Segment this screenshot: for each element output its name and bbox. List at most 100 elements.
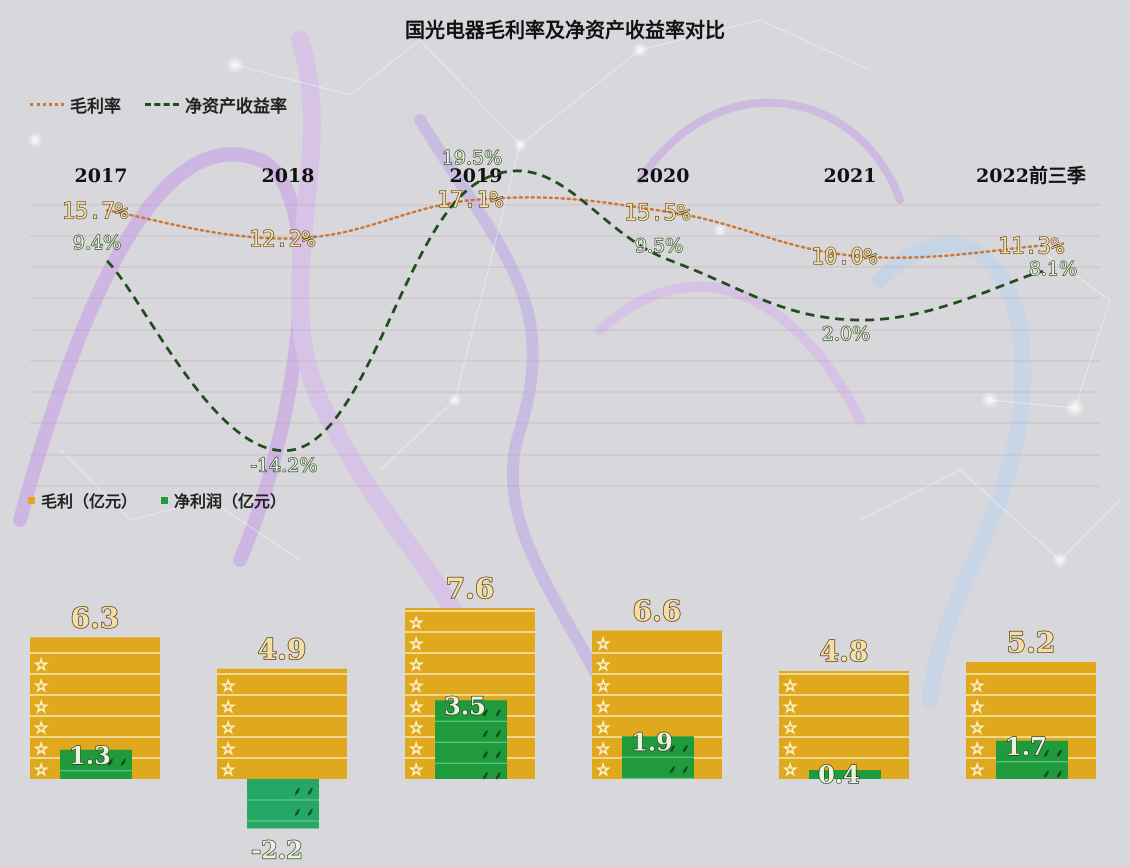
star-icon: ☆	[596, 634, 610, 653]
data-label-gross-margin: 10.0%	[811, 245, 877, 270]
bar-net-profit: ⸙ ⸙	[60, 749, 132, 779]
bar-chart: ☆☆☆☆☆☆6.3☆☆☆☆☆4.9☆☆☆☆☆☆☆☆7.6☆☆☆☆☆☆☆6.6☆☆…	[30, 571, 1096, 865]
star-icon: ☆	[34, 760, 48, 779]
data-label-net-profit: 3.5	[444, 691, 486, 720]
bar-gross-profit: ☆ ☆ ☆ ☆ ☆	[966, 662, 1096, 780]
bar-legend: 毛利（亿元） 净利润（亿元）	[28, 488, 286, 512]
data-label-net-profit: 1.9	[631, 727, 673, 756]
star-icon: ☆	[596, 697, 610, 716]
data-label-gross-profit: 4.9	[258, 633, 307, 666]
leaf-icon: ⸙ ⸙	[481, 768, 503, 782]
line-chart: 2017 2018 2019 2020 2021 2022前三季 15.7% 12.2% 17.…	[30, 146, 1100, 487]
star-icon: ☆	[783, 718, 797, 737]
star-icon: ☆	[596, 739, 610, 758]
leaf-icon: ⸙ ⸙	[668, 741, 690, 755]
bar-net-profit: ⸙ ⸙ ⸙ ⸙	[996, 740, 1068, 781]
data-label-net-profit: -2.2	[251, 836, 303, 865]
star-icon: ☆	[34, 676, 48, 695]
leaf-icon: ⸙ ⸙	[481, 705, 503, 719]
star-icon: ☆	[409, 760, 423, 779]
star-icon: ☆	[34, 655, 48, 674]
data-label-gross-margin: 11.3%	[998, 235, 1064, 260]
leaf-icon: ⸙ ⸙	[481, 747, 503, 761]
dotted-line-swatch	[30, 103, 64, 106]
bar-gross-profit: ☆ ☆ ☆ ☆ ☆ ☆ ☆	[592, 630, 722, 780]
bar-gross-profit: ☆ ☆ ☆ ☆ ☆ ☆ ☆ ☆	[405, 608, 535, 780]
leaf-icon: ⸙ ⸙	[293, 805, 315, 819]
star-icon: ☆	[970, 718, 984, 737]
legend-item-gross-profit: 毛利（亿元）	[28, 488, 137, 512]
legend-label-gross-margin: 毛利率	[70, 97, 121, 117]
x-tick-label: 2022前三季	[976, 164, 1086, 187]
star-icon: ☆	[970, 697, 984, 716]
bar-gross-profit-fill	[217, 668, 347, 779]
leaf-icon: ⸙ ⸙	[668, 762, 690, 776]
x-tick-label: 2020	[637, 165, 690, 187]
star-icon: ☆	[409, 676, 423, 695]
x-tick-label: 2018	[262, 165, 315, 187]
data-label-net-profit: 0.4	[818, 760, 860, 789]
star-icon: ☆	[409, 697, 423, 716]
series-line-roe	[106, 169, 1044, 453]
star-icon: ☆	[221, 718, 235, 737]
star-icon: ☆	[221, 760, 235, 779]
dashed-line-swatch	[145, 103, 179, 106]
data-label-gross-profit: 6.6	[633, 595, 682, 628]
data-label-net-profit: 1.3	[69, 741, 111, 770]
bar-net-profit: ⸙ ⸙ ⸙ ⸙	[247, 779, 319, 829]
star-icon: ☆	[409, 613, 423, 632]
star-icon: ☆	[783, 697, 797, 716]
star-icon: ☆	[34, 739, 48, 758]
star-icon: ☆	[970, 739, 984, 758]
bar-net-profit-fill	[996, 740, 1068, 779]
x-tick-label: 2017	[75, 165, 128, 187]
legend-label-net-profit: 净利润（亿元）	[174, 492, 287, 511]
star-icon: ☆	[409, 655, 423, 674]
leaf-icon: ⸙ ⸙	[293, 784, 315, 798]
legend-label-roe: 净资产收益率	[185, 97, 287, 117]
star-icon: ☆	[783, 739, 797, 758]
leaf-icon: ⸙ ⸙	[481, 726, 503, 740]
legend-item-net-profit: 净利润（亿元）	[161, 488, 286, 512]
data-label-roe: -14.2%	[251, 455, 318, 477]
x-tick-label: 2021	[824, 165, 877, 187]
data-label-gross-profit: 5.2	[1007, 626, 1056, 659]
bar-net-profit-fill	[247, 779, 319, 829]
star-icon: ☆	[596, 676, 610, 695]
x-tick-label: 2019	[450, 165, 503, 187]
data-label-gross-margin: 15.5%	[624, 201, 690, 226]
legend-label-gross-profit: 毛利（亿元）	[41, 492, 138, 511]
star-icon: ☆	[221, 739, 235, 758]
chart-title: 国光电器毛利率及净资产收益率对比	[405, 18, 725, 42]
data-label-roe: 8.1%	[1029, 258, 1077, 280]
legend-item-gross-margin: 毛利率	[30, 92, 121, 117]
bar-gross-profit: ☆ ☆ ☆ ☆ ☆	[217, 668, 347, 780]
data-label-gross-margin: 15.7%	[62, 199, 128, 224]
bar-gross-profit: ☆ ☆ ☆ ☆ ☆	[779, 671, 909, 780]
star-icon: ☆	[970, 676, 984, 695]
bar-net-profit: ⸙ ⸙ ⸙ ⸙ ⸙ ⸙ ⸙ ⸙	[435, 700, 507, 782]
data-label-roe: 2.0%	[822, 323, 870, 345]
star-icon: ☆	[596, 655, 610, 674]
star-icon: ☆	[596, 718, 610, 737]
data-label-roe: 9.4%	[73, 232, 121, 254]
leaf-icon: ⸙ ⸙	[1042, 767, 1064, 781]
data-label-net-profit: 1.7	[1005, 732, 1047, 761]
data-label-gross-profit: 6.3	[71, 601, 120, 634]
gold-square-swatch	[28, 496, 35, 504]
data-label-roe: 9.5%	[635, 235, 683, 257]
star-icon: ☆	[783, 760, 797, 779]
star-icon: ☆	[221, 697, 235, 716]
star-icon: ☆	[221, 676, 235, 695]
star-icon: ☆	[409, 634, 423, 653]
data-label-gross-margin: 17.1%	[437, 188, 503, 213]
leaf-icon: ⸙ ⸙	[1042, 746, 1064, 760]
data-label-gross-profit: 7.6	[446, 572, 495, 605]
bar-gross-profit-fill	[779, 671, 909, 779]
star-icon: ☆	[409, 739, 423, 758]
star-icon: ☆	[409, 718, 423, 737]
star-icon: ☆	[596, 760, 610, 779]
legend-item-roe: 净资产收益率	[145, 92, 287, 117]
